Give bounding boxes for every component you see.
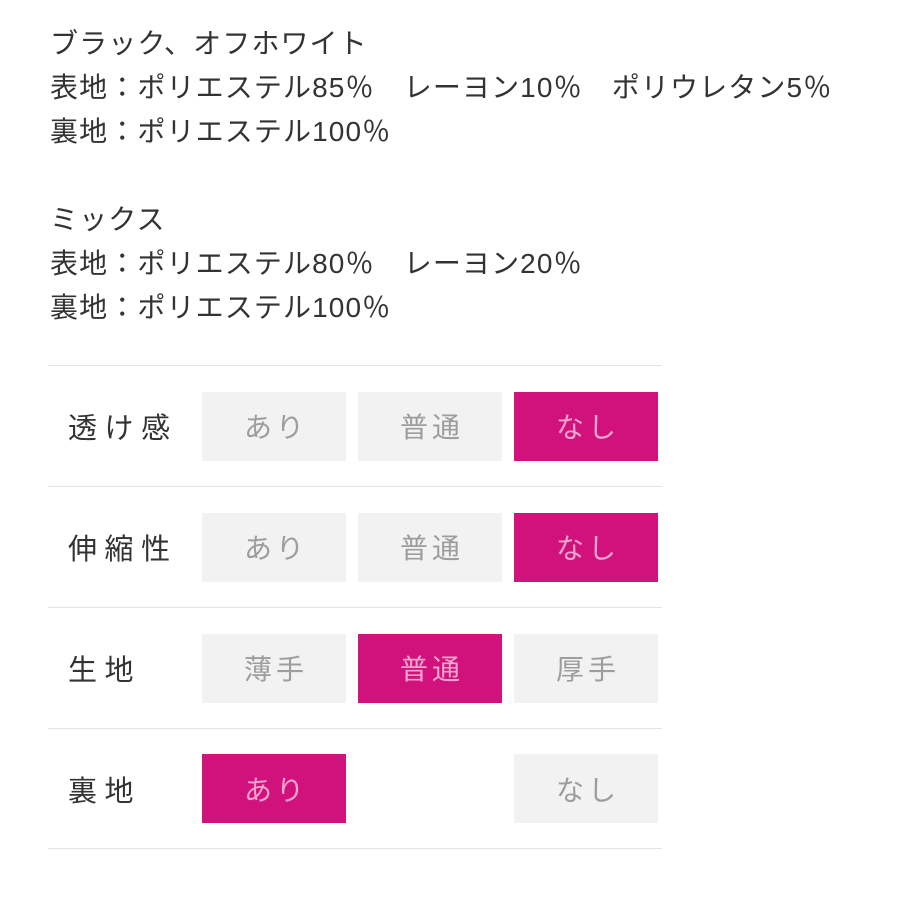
colorway-block-mix: ミックス 表地：ポリエステル80％ レーヨン20％ 裏地：ポリエステル100％	[50, 198, 900, 330]
spec-row-fabric-weight: 生地 薄手 普通 厚手	[48, 607, 662, 728]
spec-option-ari: あり	[202, 391, 346, 461]
spec-table: 透け感 あり 普通 なし 伸縮性 あり 普通 なし 生地 薄手 普通 厚手 裏地…	[48, 365, 662, 849]
spec-option-futsuu: 普通	[358, 391, 502, 461]
spec-row-label: 生地	[68, 655, 142, 687]
spec-option-nashi: なし	[514, 754, 658, 823]
spec-option-futsuu: 普通	[358, 633, 502, 703]
spec-option-futsuu: 普通	[358, 512, 502, 582]
outer-fabric-composition: 表地：ポリエステル85％ レーヨン10％ ポリウレタン5％	[50, 72, 833, 103]
lining-composition: 裏地：ポリエステル100％	[50, 292, 392, 323]
colorway-name: ブラック、オフホワイト	[50, 28, 368, 59]
fabric-description: ブラック、オフホワイト 表地：ポリエステル85％ レーヨン10％ ポリウレタン5…	[50, 0, 900, 330]
spec-option-ari: あり	[202, 754, 346, 823]
colorway-block-black-offwhite: ブラック、オフホワイト 表地：ポリエステル85％ レーヨン10％ ポリウレタン5…	[50, 22, 900, 154]
lining-composition: 裏地：ポリエステル100％	[50, 116, 392, 147]
spec-row-label: 裏地	[68, 775, 142, 808]
spec-option-usude: 薄手	[202, 633, 346, 703]
outer-fabric-composition: 表地：ポリエステル80％ レーヨン20％	[50, 248, 583, 279]
spec-option-ari: あり	[202, 512, 346, 582]
spec-option-atsude: 厚手	[514, 633, 658, 703]
spec-row-lining: 裏地 あり なし	[48, 728, 662, 849]
colorway-name: ミックス	[50, 204, 166, 235]
spec-option-nashi: なし	[514, 391, 658, 461]
spec-row-label: 透け感	[68, 413, 178, 445]
spec-row-sheerness: 透け感 あり 普通 なし	[48, 365, 662, 486]
spec-option-spacer	[358, 754, 502, 823]
spec-option-nashi: なし	[514, 512, 658, 582]
spec-row-stretch: 伸縮性 あり 普通 なし	[48, 486, 662, 607]
spec-row-label: 伸縮性	[68, 534, 178, 566]
